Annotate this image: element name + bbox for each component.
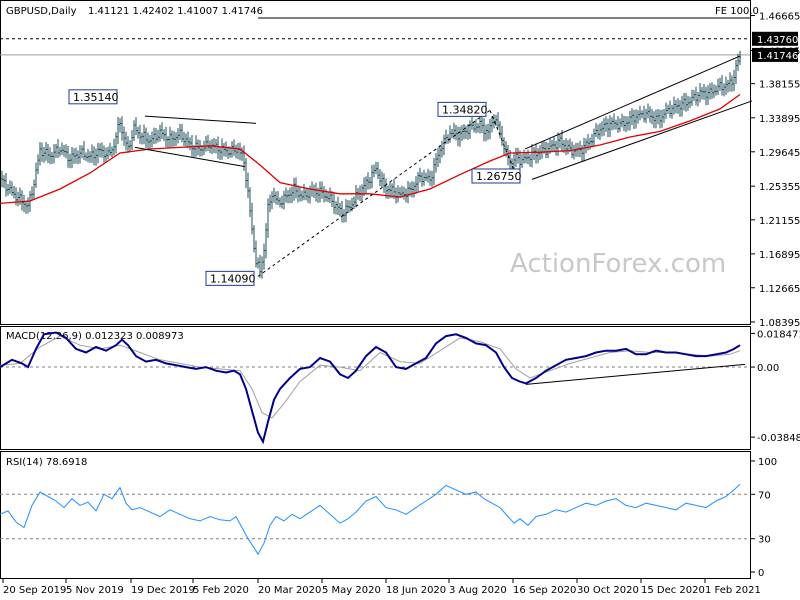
price-axis: 1.466651.423051.381551.338951.296451.253… [750, 12, 800, 329]
macd-title: MACD(12,26,9) 0.012323 0.008973 [6, 331, 184, 342]
date-tick-label: 5 Nov 2019 [66, 585, 124, 596]
date-tick-label: 5 Feb 2020 [193, 585, 249, 596]
last-price-tag [752, 47, 798, 62]
date-tick-label: 15 Dec 2020 [641, 585, 705, 596]
price-annotation-box [437, 101, 487, 117]
macd-line [0, 331, 741, 445]
watermark: ActionForex.com [510, 249, 726, 279]
price-plot: 1.35140 1.14090 1.34820 1.26750 [0, 38, 753, 286]
date-tick-label: 18 Jun 2020 [386, 585, 446, 596]
macd-trendline [525, 363, 746, 385]
price-tick-label: 1.21155 [759, 216, 800, 227]
date-tick-label: 3 Aug 2020 [449, 585, 507, 596]
price-annotation-label: 1.26750 [476, 170, 522, 183]
date-tick-label: 19 Dec 2019 [131, 585, 195, 596]
price-panel [0, 0, 751, 325]
rsi-plot [0, 483, 750, 556]
trendline [524, 55, 741, 150]
fe-level-label: 1.43760 [757, 35, 798, 46]
price-tick-label: 1.08395 [759, 318, 800, 329]
trendline [144, 115, 257, 124]
macd-tick-label: 0.018471 [757, 329, 800, 340]
trendline [531, 100, 753, 180]
price-annotation-label: 1.35140 [73, 91, 119, 104]
date-tick-label: 16 Sep 2020 [513, 585, 576, 596]
macd-axis: 0.018471 0.00 -0.038486 [750, 329, 800, 444]
rsi-line [0, 483, 741, 556]
date-tick-label: 30 Oct 2020 [577, 585, 639, 596]
macd-panel [0, 326, 751, 450]
date-tick-label: 20 Mar 2020 [258, 585, 321, 596]
chart-symbol: GBPUSD,Daily [6, 6, 77, 17]
price-tick-label: 1.25355 [759, 182, 800, 193]
rsi-axis: 100 70 30 0 [750, 457, 777, 579]
fe-label: FE 100.0 [715, 6, 759, 17]
moving-average-line [0, 93, 741, 205]
chart-ohlc: 1.41121 1.42402 1.41007 1.41746 [88, 6, 263, 17]
price-tick-label: 1.16895 [759, 250, 800, 261]
price-tick-label: 1.12665 [759, 284, 800, 295]
price-annotation-box [471, 168, 521, 184]
last-price-label: 1.41746 [757, 51, 798, 62]
price-tick-label: 1.46665 [759, 12, 800, 23]
macd-tick-label: 0.00 [757, 363, 779, 374]
price-annotation-box [205, 270, 255, 286]
price-tick-label: 1.33895 [759, 114, 800, 125]
macd-signal-line [0, 335, 741, 419]
rsi-tick-label: 100 [758, 457, 777, 468]
rsi-panel [0, 451, 751, 579]
price-annotation-label: 1.14090 [210, 272, 256, 285]
rsi-tick-label: 30 [758, 535, 771, 546]
price-tick-label: 1.29645 [759, 148, 800, 159]
rsi-title: RSI(14) 78.6918 [6, 457, 87, 468]
date-tick-label: 1 Feb 2021 [705, 585, 761, 596]
trendline [134, 146, 246, 168]
date-tick-label: 20 Sep 2019 [3, 585, 66, 596]
macd-plot [0, 331, 750, 445]
price-annotation-label: 1.34820 [442, 103, 488, 116]
fe-level-tag [752, 31, 798, 46]
price-annotation-box [68, 89, 118, 105]
macd-tick-label: -0.038486 [757, 433, 800, 444]
date-tick-label: 5 May 2020 [322, 585, 381, 596]
price-tick-label: 1.38155 [759, 80, 800, 91]
rsi-tick-label: 0 [758, 568, 764, 579]
rsi-tick-label: 70 [758, 490, 771, 501]
